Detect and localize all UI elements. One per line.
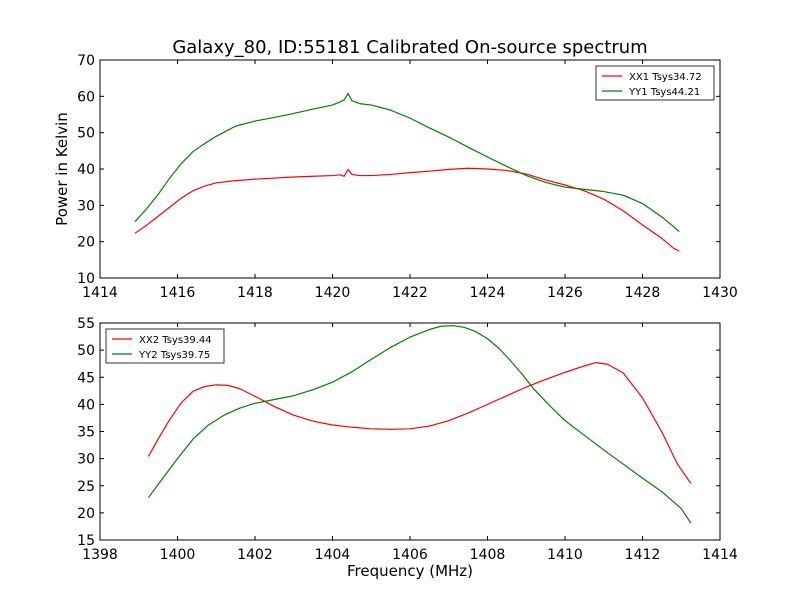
x-axis-label: Frequency (MHz): [347, 562, 473, 580]
x-tick-label: 1402: [237, 547, 273, 563]
y-tick-label: 30: [77, 452, 95, 468]
panel-2: 1398 1400 1402 1404 1406 1408 1410 1412 1414 15 20…: [77, 316, 738, 580]
x-tick-label: 1416: [160, 285, 196, 301]
y-tick-label: 10: [77, 271, 95, 287]
x-tick-label: 1414: [702, 547, 738, 563]
y-tick-label: 15: [77, 533, 95, 549]
chart-title: Galaxy_80, ID:55181 Calibrated On-source…: [172, 37, 647, 58]
legend-label: YY2 Tsys39.75: [138, 350, 210, 361]
y-tick-label: 20: [77, 506, 95, 522]
x-tick-label: 1424: [470, 285, 506, 301]
y-tick-label: 25: [77, 479, 95, 495]
y-tick-label: 20: [77, 235, 95, 251]
series-line-1-1: [134, 167, 680, 252]
legend-label: XX1 Tsys34.72: [629, 72, 702, 83]
y-tick-label: 55: [77, 316, 95, 332]
x-tick-label: 1422: [392, 285, 428, 301]
x-tick-label: 1412: [625, 547, 661, 563]
legend-label: YY1 Tsys44.21: [628, 87, 700, 98]
x-tick-label: 1420: [315, 285, 351, 301]
series-line-1-2: [134, 92, 680, 232]
legend: XX2 Tsys39.44 YY2 Tsys39.75: [105, 328, 225, 364]
y-tick-label: 50: [77, 126, 95, 142]
x-tick-label: 1408: [470, 547, 506, 563]
x-tick-label: 1406: [392, 547, 428, 563]
x-tick-label: 1398: [82, 547, 118, 563]
y-tick-label: 60: [77, 89, 95, 105]
series-line-2-2: [147, 325, 692, 524]
x-tick-label: 1428: [625, 285, 661, 301]
y-tick-label: 70: [77, 53, 95, 69]
x-tick-label: 1414: [82, 285, 118, 301]
y-tick-label: 40: [77, 397, 95, 413]
x-tick-label: 1426: [547, 285, 583, 301]
y-tick-label: 35: [77, 425, 95, 441]
y-tick-label: 50: [77, 343, 95, 359]
x-tick-label: 1404: [315, 547, 351, 563]
legend-label: XX2 Tsys39.44: [139, 335, 212, 346]
x-tick-label: 1418: [237, 285, 273, 301]
x-tick-label: 1430: [702, 285, 738, 301]
legend-box: [595, 65, 715, 101]
series-line-2-1: [147, 362, 692, 484]
panel-1: 1414 1416 1418 1420 1422 1424 1426 1428 1430 10 20…: [53, 53, 738, 301]
y-tick-label: 45: [77, 370, 95, 386]
y-tick-label: 30: [77, 198, 95, 214]
y-axis-label: Power in Kelvin: [53, 112, 71, 226]
x-tick-label: 1410: [547, 547, 583, 563]
y-tick-label: 40: [77, 162, 95, 178]
legend: XX1 Tsys34.72 YY1 Tsys44.21: [595, 65, 715, 101]
legend-box: [105, 328, 225, 364]
x-tick-label: 1400: [160, 547, 196, 563]
